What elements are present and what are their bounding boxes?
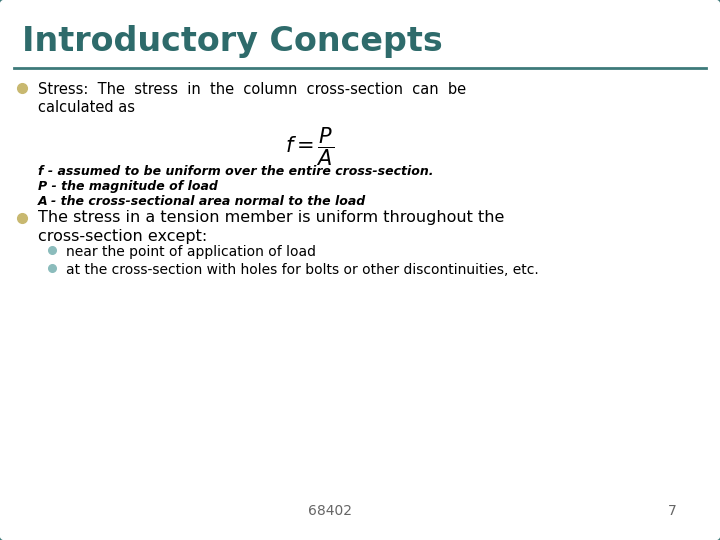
- Text: A - the cross-sectional area normal to the load: A - the cross-sectional area normal to t…: [38, 195, 366, 208]
- Text: f - assumed to be uniform over the entire cross-section.: f - assumed to be uniform over the entir…: [38, 165, 433, 178]
- Text: P - the magnitude of load: P - the magnitude of load: [38, 180, 218, 193]
- Text: 7: 7: [667, 504, 676, 518]
- Text: $f=\dfrac{P}{A}$: $f=\dfrac{P}{A}$: [285, 125, 335, 167]
- Text: The stress in a tension member is uniform throughout the: The stress in a tension member is unifor…: [38, 210, 505, 225]
- Text: near the point of application of load: near the point of application of load: [66, 245, 316, 259]
- Text: cross-section except:: cross-section except:: [38, 229, 207, 244]
- Text: 68402: 68402: [308, 504, 352, 518]
- Text: calculated as: calculated as: [38, 100, 135, 115]
- Text: at the cross-section with holes for bolts or other discontinuities, etc.: at the cross-section with holes for bolt…: [66, 263, 539, 277]
- Text: Introductory Concepts: Introductory Concepts: [22, 25, 443, 58]
- Text: Stress:  The  stress  in  the  column  cross-section  can  be: Stress: The stress in the column cross-s…: [38, 82, 466, 97]
